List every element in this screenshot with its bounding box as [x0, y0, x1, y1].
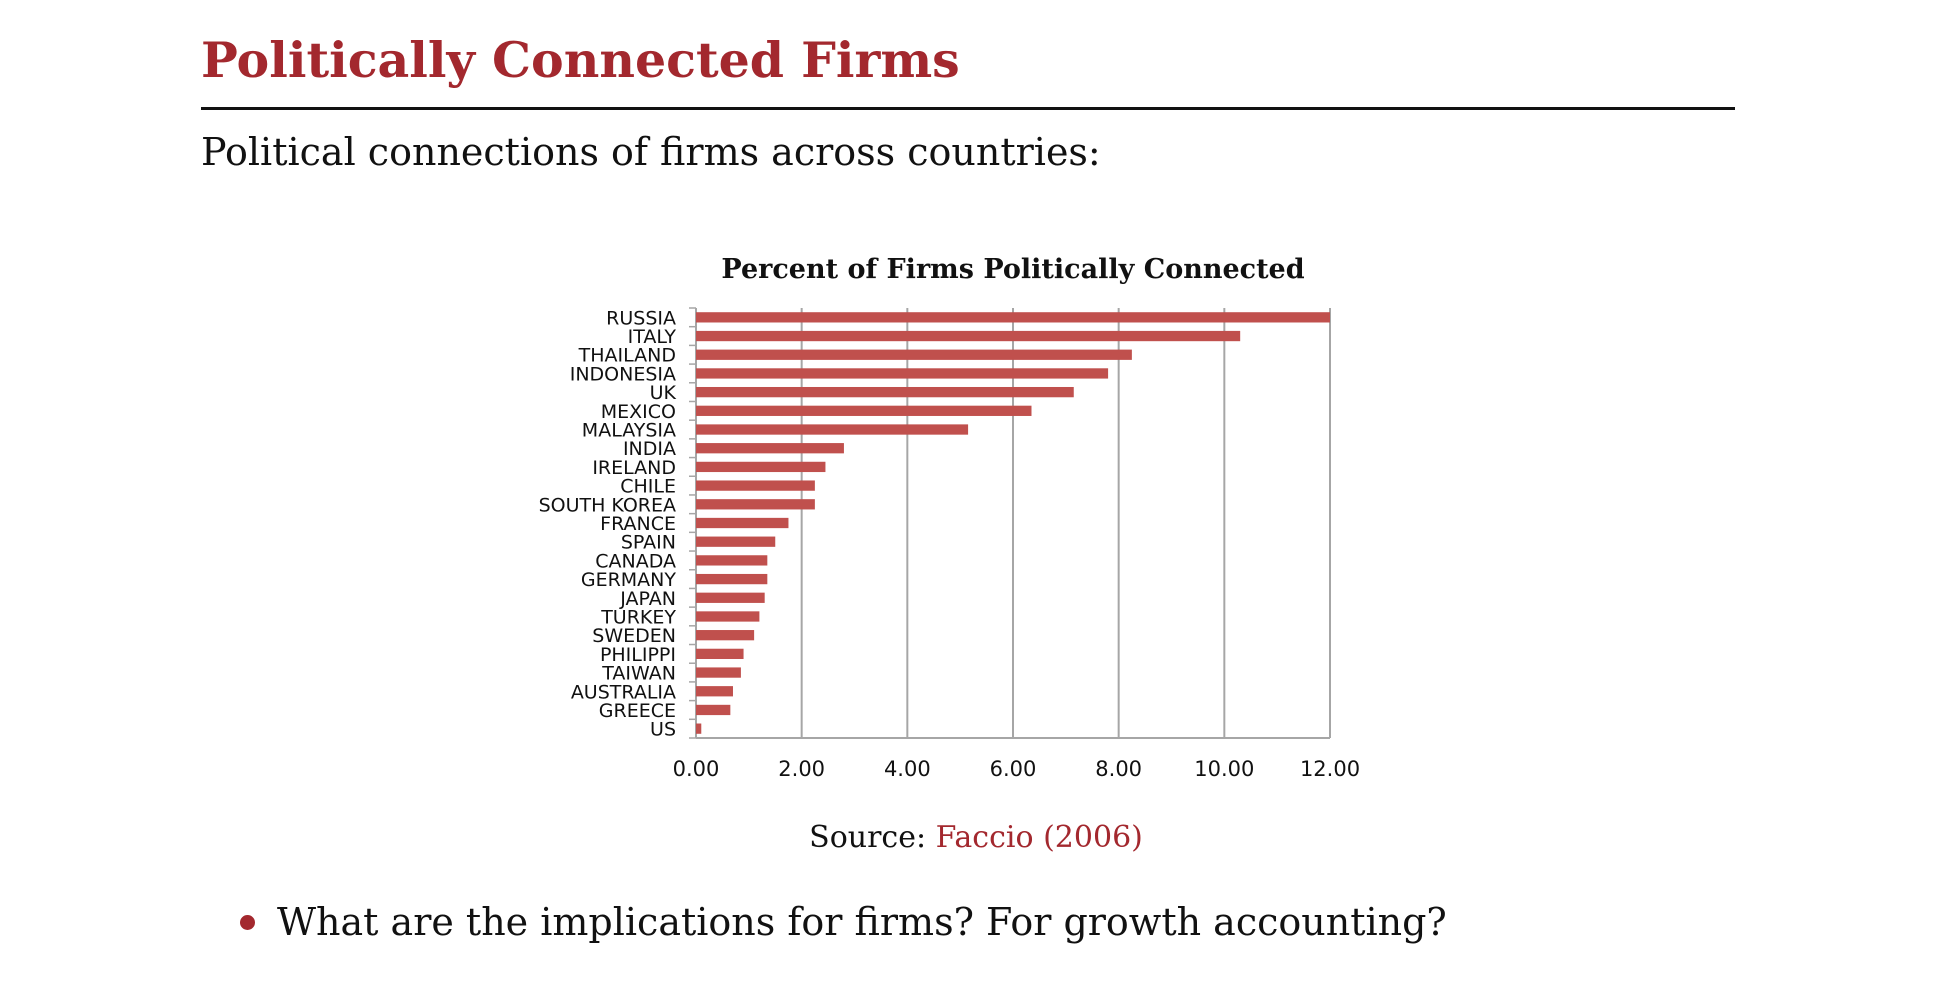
- category-label: INDIA: [623, 438, 676, 460]
- x-tick-label: 12.00: [1300, 757, 1360, 781]
- bar: [696, 368, 1109, 379]
- category-label: CHILE: [620, 476, 676, 498]
- bar: [696, 405, 1032, 416]
- bar: [696, 667, 741, 678]
- source-link[interactable]: Faccio (2006): [935, 820, 1143, 855]
- category-label: ITALY: [628, 326, 677, 348]
- category-label: THAILAND: [578, 345, 676, 367]
- x-tick-label: 8.00: [1095, 757, 1142, 781]
- bar: [696, 555, 768, 566]
- bar: [696, 536, 776, 547]
- x-tick-label: 4.00: [884, 757, 931, 781]
- category-label: TAIWAN: [601, 663, 676, 685]
- bar: [696, 573, 768, 585]
- category-label: AUSTRALIA: [571, 681, 676, 703]
- slide-subtitle: Political connections of firms across co…: [201, 130, 1101, 174]
- bar: [696, 611, 760, 622]
- bar: [696, 686, 733, 697]
- bar: [696, 704, 731, 716]
- bar: [696, 517, 789, 529]
- category-label: FRANCE: [600, 513, 676, 535]
- bar: [696, 630, 755, 641]
- category-label: UK: [650, 382, 677, 404]
- category-label: MALAYSIA: [582, 420, 676, 442]
- slide-title: Politically Connected Firms: [201, 31, 960, 89]
- category-label: SPAIN: [621, 532, 676, 554]
- category-label: SWEDEN: [592, 625, 676, 647]
- category-label: RUSSIA: [606, 307, 676, 329]
- bar: [696, 461, 826, 473]
- bullet-text: What are the implications for firms? For…: [277, 900, 1447, 944]
- bar: [696, 480, 815, 491]
- bar: [696, 648, 744, 660]
- category-label: CANADA: [595, 550, 676, 572]
- bar: [696, 349, 1132, 360]
- source-prefix: Source:: [809, 820, 927, 855]
- bar: [696, 592, 765, 603]
- bar: [696, 499, 815, 510]
- category-label: TURKEY: [600, 606, 676, 628]
- category-label: JAPAN: [619, 588, 676, 610]
- category-label: MEXICO: [601, 401, 676, 423]
- category-label: GREECE: [599, 700, 676, 722]
- bullet-icon: [240, 914, 255, 930]
- bar: [696, 312, 1330, 323]
- bar-chart: Percent of Firms Politically Connected 0.…: [539, 254, 1361, 781]
- category-label: SOUTH KOREA: [539, 494, 676, 516]
- bar: [696, 330, 1241, 342]
- bar: [696, 424, 969, 435]
- chart-title: Percent of Firms Politically Connected: [721, 254, 1304, 285]
- bar: [696, 723, 702, 734]
- title-rule: [201, 107, 1735, 110]
- source-line: Source: Faccio (2006): [0, 820, 1952, 855]
- x-tick-label: 0.00: [673, 757, 720, 781]
- bullet-item: What are the implications for firms? For…: [240, 903, 1447, 941]
- x-tick-label: 6.00: [990, 757, 1037, 781]
- bar: [696, 443, 844, 454]
- category-label: PHILIPPI: [600, 644, 676, 666]
- x-tick-label: 2.00: [778, 757, 825, 781]
- x-tick-label: 10.00: [1194, 757, 1254, 781]
- bar: [696, 386, 1074, 398]
- category-label: US: [650, 719, 676, 741]
- category-label: GERMANY: [581, 569, 677, 591]
- category-label: IRELAND: [592, 457, 676, 479]
- category-label: INDONESIA: [570, 363, 676, 385]
